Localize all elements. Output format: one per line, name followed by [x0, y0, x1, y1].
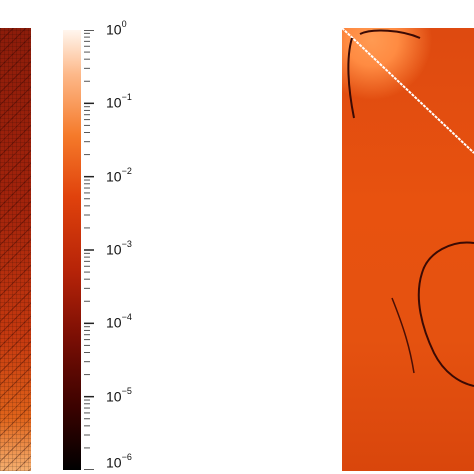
tick-exponent: −2 [121, 165, 132, 176]
dark-contour-top [359, 29, 421, 39]
tick-base: 10 [106, 388, 122, 405]
diagonal-line [342, 28, 474, 154]
colorbar-ticks [84, 30, 94, 470]
tick-base: 10 [106, 94, 122, 111]
colorbar-tick-label: 10−6 [106, 452, 132, 471]
colorbar [63, 30, 81, 470]
tick-exponent: −6 [121, 452, 132, 462]
tick-base: 10 [106, 314, 122, 331]
tick-exponent: −1 [121, 92, 132, 103]
colorbar-tick-label: 100 [106, 19, 127, 38]
tick-exponent: −5 [121, 385, 132, 396]
tick-base: 10 [106, 168, 122, 185]
right-heatmap-overlay [342, 28, 474, 387]
dark-contour-lower [391, 297, 415, 374]
colorbar-tick-label: 10−2 [106, 165, 132, 185]
tick-exponent: −4 [121, 312, 132, 323]
colorbar-tick-label: 10−5 [106, 385, 132, 405]
left-heatmap-panel [0, 28, 31, 471]
right-heatmap-panel [342, 28, 474, 471]
tick-exponent: 0 [121, 19, 127, 29]
colorbar-tick-label: 10−4 [106, 312, 132, 331]
tick-base: 10 [106, 241, 122, 258]
tick-exponent: −3 [121, 239, 132, 249]
colorbar-gradient [63, 30, 81, 470]
tick-base: 10 [106, 21, 122, 38]
dark-contour-left [347, 37, 355, 119]
colorbar-tick-label: 10−3 [106, 239, 132, 258]
dark-contour-circle [417, 241, 474, 387]
tick-base: 10 [106, 454, 122, 471]
colorbar-tick-label: 10−1 [106, 92, 132, 111]
